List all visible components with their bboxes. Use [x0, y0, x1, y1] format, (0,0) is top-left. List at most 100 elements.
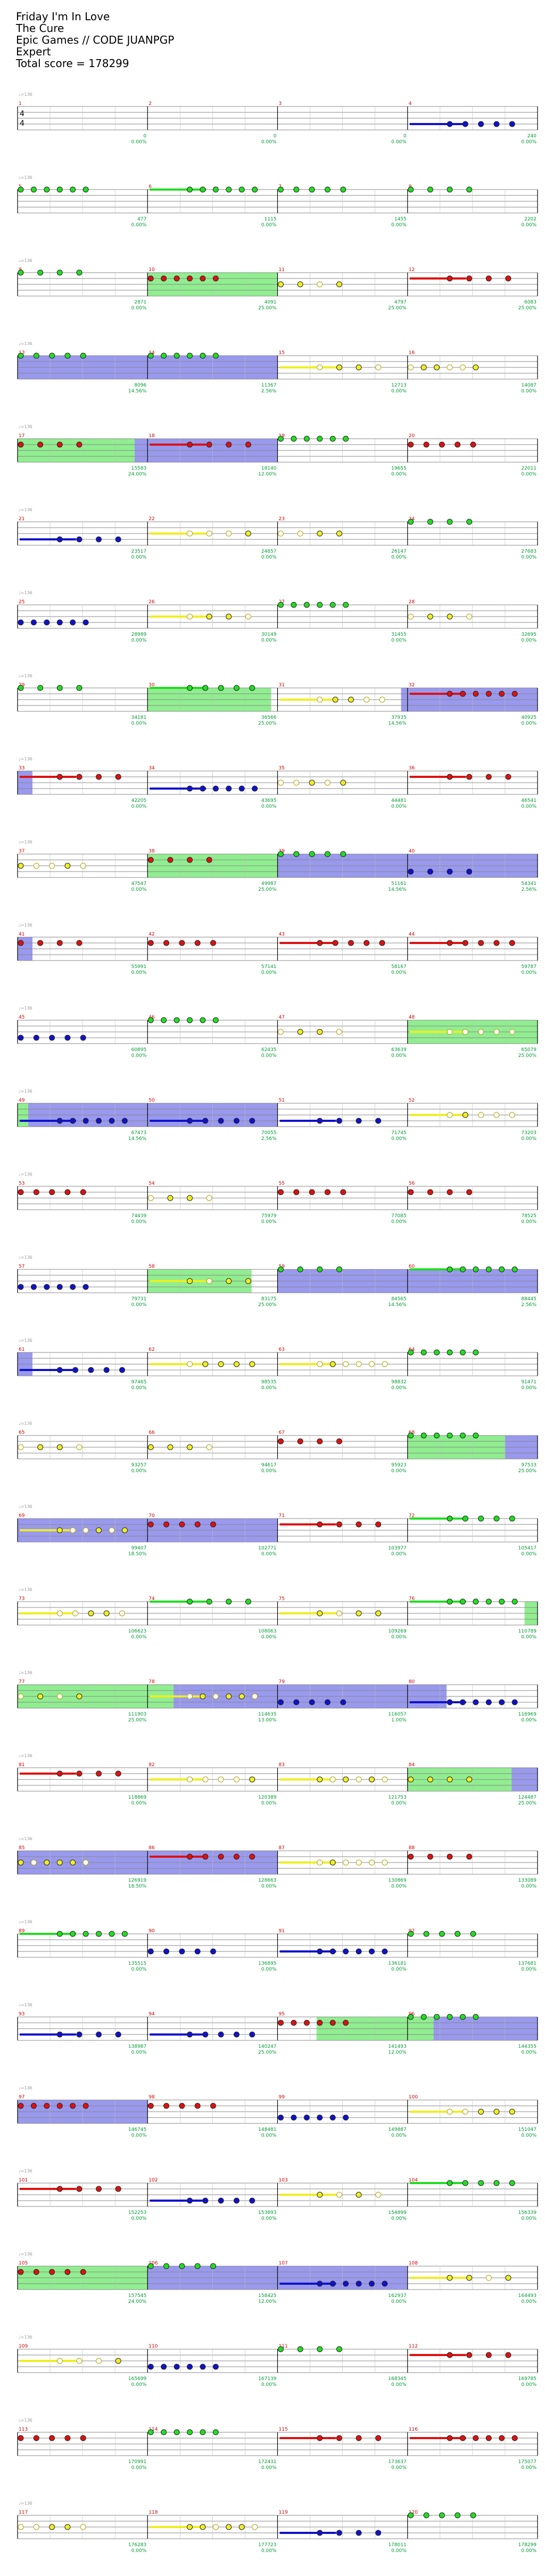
note — [64, 1035, 71, 1041]
measure-number: 38 — [148, 849, 155, 854]
measure-percent: 0.00% — [131, 1801, 147, 1806]
note — [317, 2435, 323, 2441]
measure-percent: 0.00% — [521, 1136, 536, 1142]
measure-number: 94 — [148, 2012, 155, 2017]
note — [470, 1931, 476, 1937]
note — [439, 1931, 445, 1937]
note — [80, 2524, 86, 2530]
note — [88, 1367, 94, 1373]
measure-percent: 25.00% — [258, 887, 277, 892]
measure-number: 6 — [148, 184, 152, 190]
measure-number: 101 — [19, 2178, 28, 2183]
note — [200, 2364, 206, 2370]
note — [485, 1598, 492, 1605]
measure-number: 67 — [279, 1430, 285, 1435]
note — [478, 121, 484, 127]
note — [329, 1948, 336, 1955]
note — [408, 364, 414, 371]
note — [194, 940, 201, 946]
measure-percent: 0.00% — [131, 887, 147, 892]
note — [466, 2352, 473, 2358]
note — [317, 940, 323, 946]
note — [343, 1859, 349, 1866]
note — [37, 441, 44, 448]
measure-percent: 0.00% — [131, 721, 147, 726]
time-signature-bottom: 4 — [20, 119, 24, 128]
note — [278, 1699, 284, 1705]
note — [408, 2512, 414, 2518]
note — [317, 696, 323, 703]
note — [356, 2280, 362, 2287]
note — [505, 2275, 511, 2281]
measure-score: 60895 — [131, 1047, 147, 1053]
measure-number: 17 — [19, 433, 24, 439]
note — [187, 613, 193, 620]
note — [485, 275, 492, 282]
measure-score: 477 — [137, 217, 146, 222]
note — [187, 2197, 193, 2204]
song-difficulty: Expert — [16, 45, 51, 58]
measure-score: 240 — [527, 134, 536, 139]
measure-number: 21 — [19, 516, 24, 522]
note — [499, 1699, 505, 1705]
note — [187, 441, 193, 448]
note — [76, 2031, 82, 2038]
note — [233, 2031, 240, 2038]
measure-percent: 0.00% — [391, 1219, 407, 1225]
measure-percent: 0.00% — [261, 638, 277, 643]
note — [238, 2524, 245, 2530]
note — [187, 685, 193, 691]
note — [33, 352, 39, 359]
note — [293, 1189, 300, 1195]
tempo-marker: ♩=136 — [19, 1089, 32, 1094]
note — [70, 1284, 76, 1290]
measure-number: 72 — [409, 1513, 415, 1519]
note — [336, 1438, 342, 1445]
note — [324, 1699, 331, 1705]
measure-score: 175077 — [518, 2459, 536, 2465]
measure-score: 77085 — [391, 1213, 407, 1219]
note — [420, 364, 427, 371]
tempo-marker: ♩=136 — [19, 1670, 32, 1675]
measure-score: 74439 — [131, 1213, 147, 1219]
note — [485, 1266, 492, 1273]
note — [226, 186, 232, 193]
measure-percent: 0.00% — [521, 2299, 536, 2304]
note — [447, 1699, 453, 1705]
measure-score: 70055 — [261, 1130, 277, 1136]
measure-percent: 0.00% — [521, 1219, 536, 1225]
note — [115, 1770, 121, 1777]
note — [49, 2524, 55, 2530]
note — [56, 1527, 63, 1533]
measure-score: 6083 — [524, 300, 536, 305]
note — [56, 1284, 63, 1290]
note — [466, 2275, 473, 2281]
measure-percent: 0.00% — [521, 2548, 536, 2554]
measure-number: 30 — [148, 683, 155, 688]
measure-score: 1115 — [265, 217, 277, 222]
measure-score: 99407 — [131, 1546, 147, 1551]
measure-score: 67473 — [131, 1130, 147, 1136]
note — [309, 780, 315, 786]
note — [329, 436, 336, 442]
note — [340, 780, 346, 786]
note — [202, 1118, 209, 1124]
note — [340, 186, 346, 193]
note — [278, 1189, 284, 1195]
measure-number: 82 — [148, 1762, 154, 1768]
measure-score: 91471 — [521, 1380, 536, 1385]
measure-percent: 0.00% — [131, 2382, 147, 2388]
note — [455, 1931, 461, 1937]
note — [187, 1444, 193, 1450]
measure-percent: 0.00% — [261, 1884, 277, 1889]
note — [56, 1931, 63, 1937]
note — [375, 1521, 382, 1528]
measure-score: 178299 — [518, 2542, 537, 2548]
measure-number: 103 — [279, 2178, 288, 2183]
measure-percent: 0.00% — [391, 1469, 407, 1474]
note — [249, 1776, 255, 1783]
note — [505, 774, 511, 780]
note — [293, 186, 300, 193]
measure-score: 27683 — [521, 549, 536, 554]
note — [473, 1598, 479, 1605]
